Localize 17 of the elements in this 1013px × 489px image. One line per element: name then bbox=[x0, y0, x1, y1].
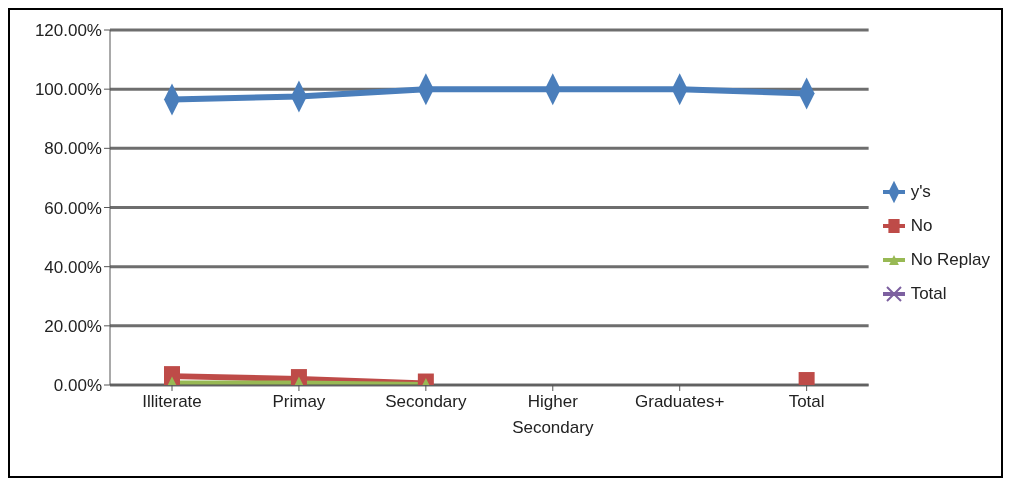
x-tick-label: Higher Secondary bbox=[512, 392, 594, 437]
legend-label: No bbox=[910, 215, 933, 236]
y-tick-label: 40.00% bbox=[44, 257, 102, 277]
x-tick-label: Illiterate bbox=[142, 392, 202, 411]
y-tick-label: 100.00% bbox=[34, 80, 102, 100]
y-tick-label: 0.00% bbox=[53, 376, 102, 396]
y-tick-label: 80.00% bbox=[44, 139, 102, 159]
x-tick-label: Graduates+ bbox=[635, 392, 725, 411]
y-tick-label: 60.00% bbox=[44, 198, 102, 218]
x-tick-label: Secondary bbox=[385, 392, 467, 411]
x-tick-label: Primay bbox=[272, 392, 326, 411]
x-tick-label: Total bbox=[788, 392, 825, 411]
y-tick-label: 120.00% bbox=[34, 21, 102, 41]
legend-label: No Replay bbox=[910, 249, 990, 270]
legend-label: y's bbox=[910, 181, 931, 202]
legend-label: Total bbox=[910, 283, 947, 304]
y-tick-label: 20.00% bbox=[44, 316, 102, 336]
